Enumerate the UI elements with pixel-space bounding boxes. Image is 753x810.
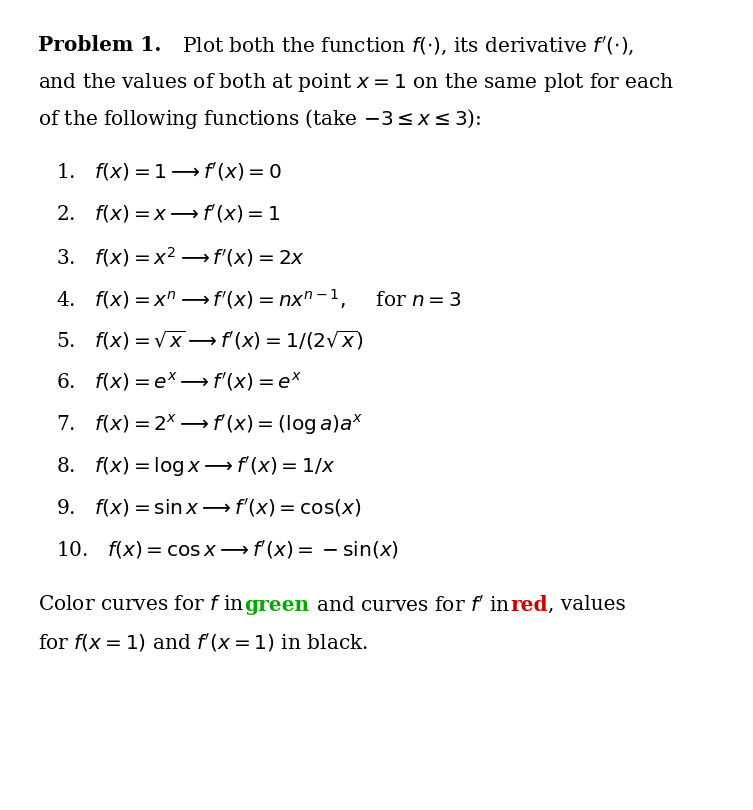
Text: 10.   $f(x) = \cos x \longrightarrow f'(x) = -\sin(x)$: 10. $f(x) = \cos x \longrightarrow f'(x)… xyxy=(56,539,399,561)
Text: Problem 1.: Problem 1. xyxy=(38,35,161,55)
Text: 6.   $f(x) = e^x \longrightarrow f'(x) = e^x$: 6. $f(x) = e^x \longrightarrow f'(x) = e… xyxy=(56,371,302,393)
Text: and the values of both at point $x = 1$ on the same plot for each: and the values of both at point $x = 1$ … xyxy=(38,71,674,94)
Text: green: green xyxy=(245,595,309,616)
Text: red: red xyxy=(511,595,548,616)
Text: Plot both the function $f(\cdot)$, its derivative $f'(\cdot)$,: Plot both the function $f(\cdot)$, its d… xyxy=(163,35,635,58)
Text: 1.   $f(x) = 1 \longrightarrow f'(x) = 0$: 1. $f(x) = 1 \longrightarrow f'(x) = 0$ xyxy=(56,161,282,183)
Text: and curves for $f'$ in: and curves for $f'$ in xyxy=(309,595,511,616)
Text: of the following functions (take $-3 \leq x \leq 3$):: of the following functions (take $-3 \le… xyxy=(38,107,482,131)
Text: , values: , values xyxy=(548,595,626,615)
Text: 2.   $f(x) = x \longrightarrow f'(x) = 1$: 2. $f(x) = x \longrightarrow f'(x) = 1$ xyxy=(56,203,281,225)
Text: 8.   $f(x) = \log x \longrightarrow f'(x) = 1/x$: 8. $f(x) = \log x \longrightarrow f'(x) … xyxy=(56,455,335,479)
Text: 3.   $f(x) = x^2 \longrightarrow f'(x) = 2x$: 3. $f(x) = x^2 \longrightarrow f'(x) = 2… xyxy=(56,245,305,269)
Text: 9.   $f(x) = \sin x \longrightarrow f'(x) = \cos(x)$: 9. $f(x) = \sin x \longrightarrow f'(x) … xyxy=(56,497,361,519)
Text: 7.   $f(x) = 2^x \longrightarrow f'(x) = (\log a)a^x$: 7. $f(x) = 2^x \longrightarrow f'(x) = (… xyxy=(56,413,364,437)
Text: 5.   $f(x) = \sqrt{x} \longrightarrow f'(x) = 1/(2\sqrt{x})$: 5. $f(x) = \sqrt{x} \longrightarrow f'(x… xyxy=(56,329,364,352)
Text: Color curves for $f$ in: Color curves for $f$ in xyxy=(38,595,245,615)
Text: 4.   $f(x) = x^n \longrightarrow f'(x) = nx^{n-1},\quad$ for $n = 3$: 4. $f(x) = x^n \longrightarrow f'(x) = n… xyxy=(56,287,462,311)
Text: for $f(x=1)$ and $f'(x=1)$ in black.: for $f(x=1)$ and $f'(x=1)$ in black. xyxy=(38,632,368,654)
